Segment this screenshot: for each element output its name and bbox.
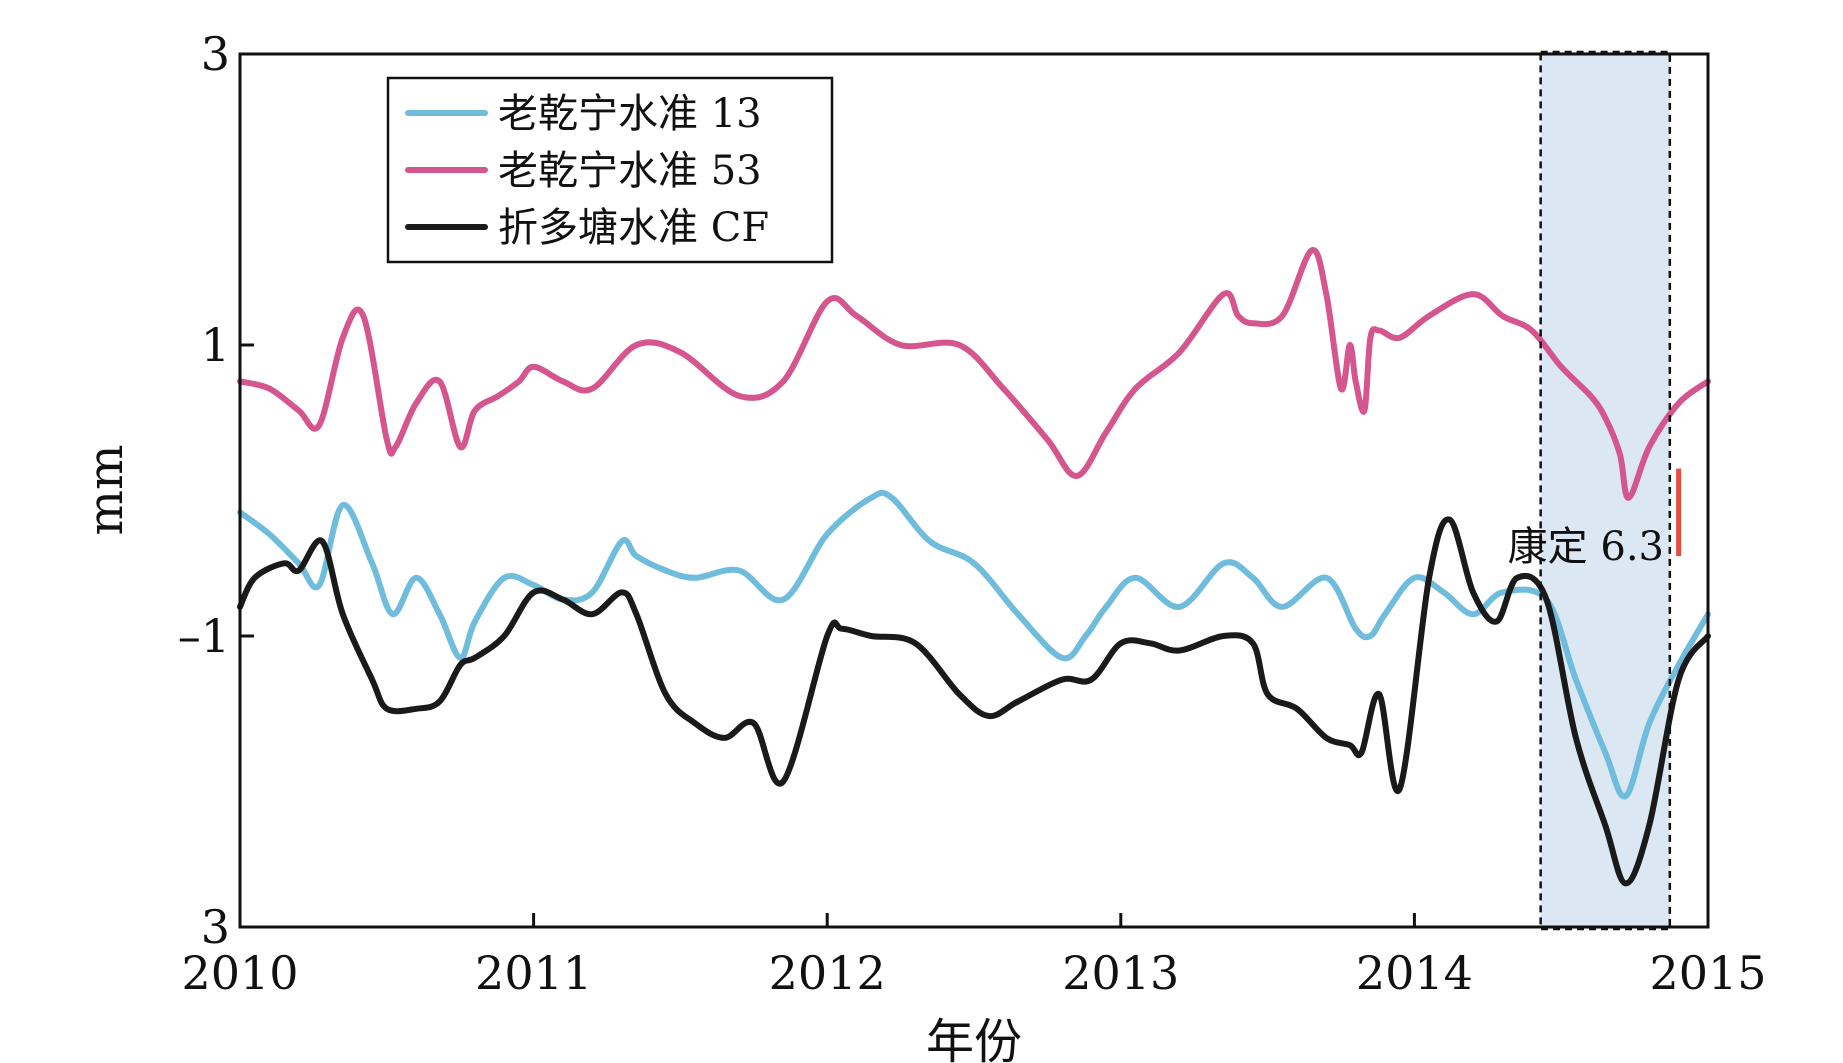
- series-lines-group: [237, 247, 1711, 887]
- x-tick-label-2012: 2012: [769, 946, 886, 1000]
- series-line-laoqianning-53: [237, 247, 1711, 501]
- x-tick-label-2014: 2014: [1356, 946, 1473, 1000]
- y-tick-label-0: 3: [201, 27, 230, 81]
- y-tick-label-2: –1: [178, 609, 230, 663]
- series-line-laoqianning-13: [237, 489, 1711, 800]
- x-tick-label-2011: 2011: [475, 946, 592, 1000]
- x-tick-label-2015: 2015: [1649, 946, 1766, 1000]
- y-axis: 3 1 –1 3: [178, 27, 254, 954]
- y-tick-label-1: 1: [201, 318, 230, 372]
- legend-label-laoqianning-53: 老乾宁水准 53: [498, 148, 762, 194]
- event-span-border: [1539, 50, 1672, 931]
- y-axis-title: mm: [78, 444, 134, 535]
- legend-label-laoqianning-13: 老乾宁水准 13: [498, 91, 762, 137]
- x-axis: 2010 2011 2012 2013 2014 2015: [181, 913, 1767, 1000]
- event-shaded-span: [1540, 52, 1670, 929]
- marker-group: [1539, 50, 1682, 931]
- legend-label-zheduotang-cf: 折多塘水准 CF: [498, 205, 769, 251]
- y-tick-label-3: 3: [201, 900, 230, 954]
- event-annotation-kangding: 康定 6.3: [1508, 524, 1664, 570]
- x-tick-label-2013: 2013: [1062, 946, 1179, 1000]
- x-axis-title: 年份: [926, 1014, 1022, 1063]
- legend: 老乾宁水准 13 老乾宁水准 53 折多塘水准 CF: [386, 76, 834, 264]
- x-tick-label-2010: 2010: [181, 946, 298, 1000]
- event-span-group: [1540, 52, 1670, 929]
- series-line-zheduotang-cf: [237, 516, 1711, 887]
- plot-frame: [238, 52, 1710, 929]
